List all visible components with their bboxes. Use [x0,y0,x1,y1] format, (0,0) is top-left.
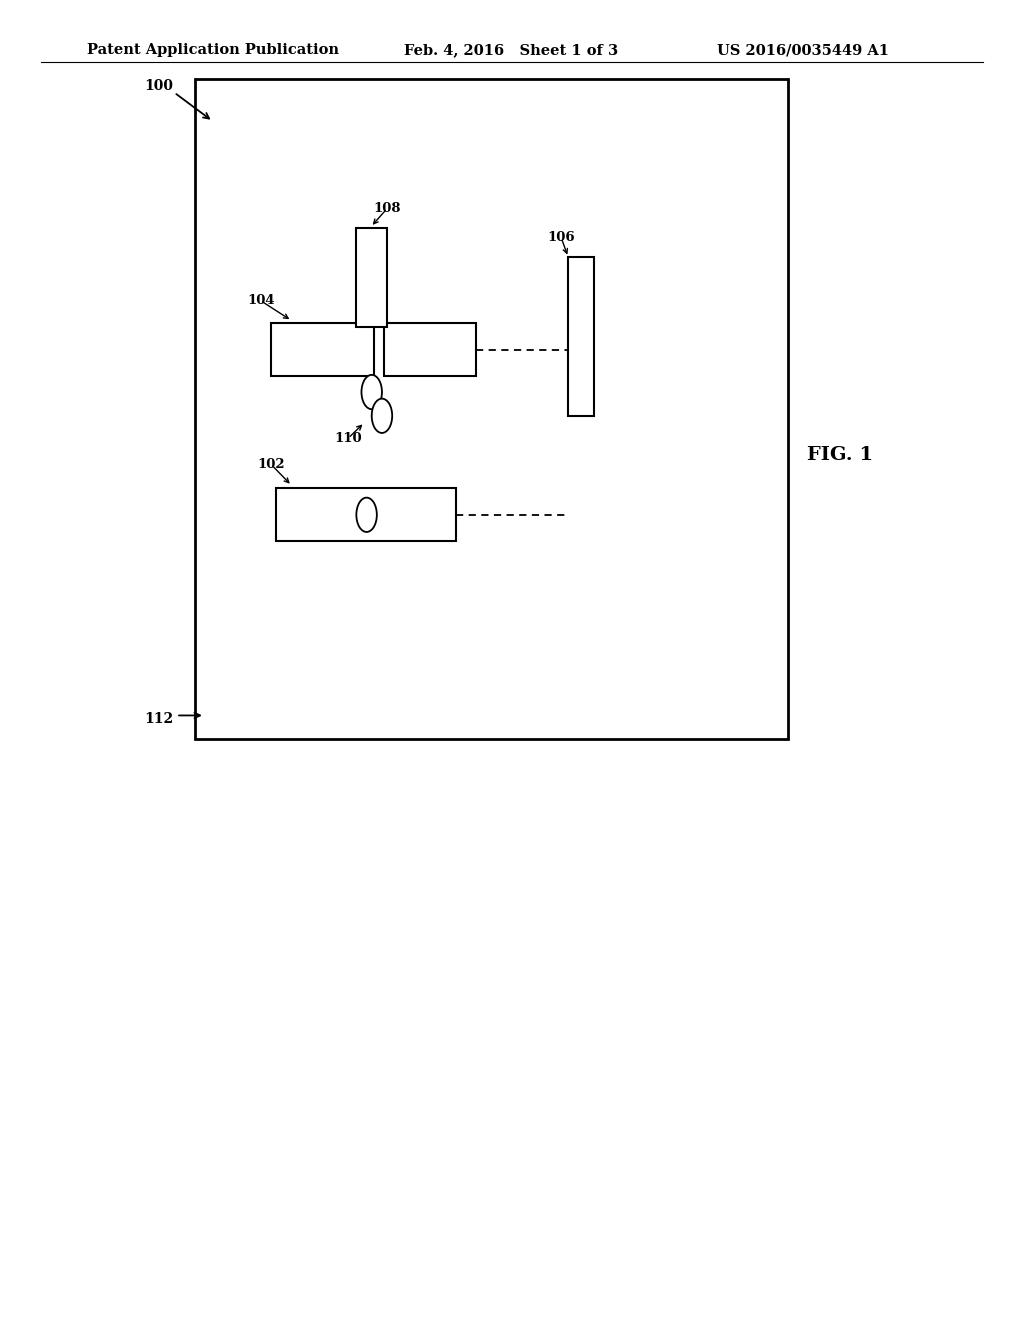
Text: 112: 112 [144,713,173,726]
Text: 100: 100 [144,79,173,92]
Bar [271,323,374,376]
Bar [384,323,476,376]
Text: 110: 110 [335,432,361,445]
Ellipse shape [356,498,377,532]
Text: 102: 102 [258,458,285,471]
Text: FIG. 1: FIG. 1 [807,446,872,465]
Text: 108: 108 [374,202,400,215]
Text: 104: 104 [248,294,274,308]
Bar [195,79,788,739]
Ellipse shape [361,375,382,409]
Text: Patent Application Publication: Patent Application Publication [87,44,339,57]
Text: Feb. 4, 2016   Sheet 1 of 3: Feb. 4, 2016 Sheet 1 of 3 [404,44,618,57]
Ellipse shape [372,399,392,433]
Text: 106: 106 [548,231,574,244]
Bar [276,488,456,541]
Bar [356,228,387,327]
Text: US 2016/0035449 A1: US 2016/0035449 A1 [717,44,889,57]
Bar [568,257,594,416]
